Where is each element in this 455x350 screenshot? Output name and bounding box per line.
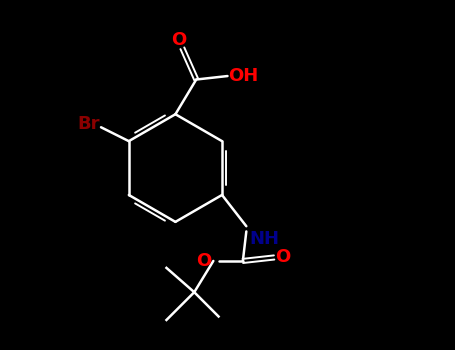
Text: NH: NH xyxy=(250,230,280,248)
Text: O: O xyxy=(197,252,212,270)
Text: O: O xyxy=(275,248,290,266)
Text: O: O xyxy=(171,30,187,49)
Text: Br: Br xyxy=(78,115,100,133)
Text: OH: OH xyxy=(228,67,258,85)
